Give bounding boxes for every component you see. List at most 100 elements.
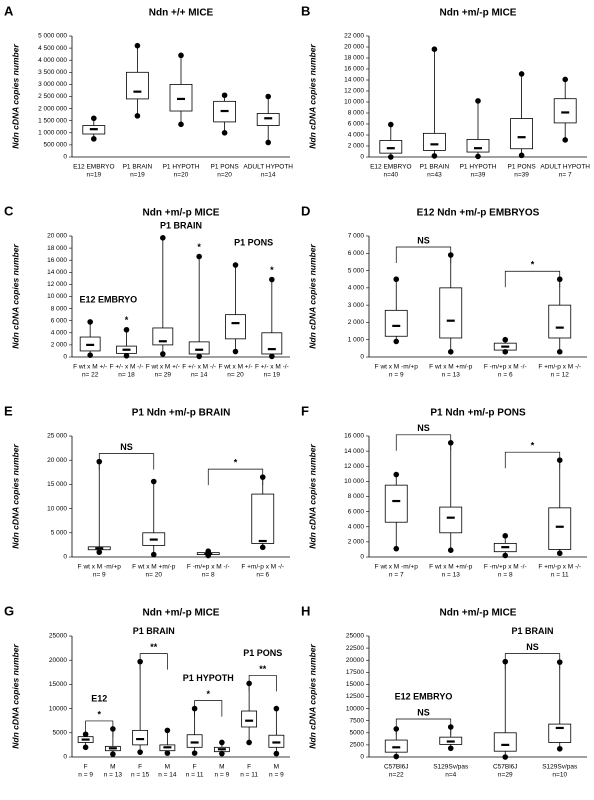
n-label: n=22 [389,772,404,779]
significance-label: * [197,242,201,252]
y-tick-label: 22500 [346,645,364,652]
y-tick-label: 18 000 [47,245,67,252]
n-label: n= 14 [191,372,208,379]
n-label: n=40 [383,172,398,179]
y-axis-label: Ndn cDNA copies number [307,244,317,349]
box [466,138,490,153]
x-tick-label: F wt x M +m/-p [429,564,473,571]
min-point [431,153,438,159]
panel: D E12 Ndn +m/-p EMBRYOS Ndn cDNA copies nu… [301,203,587,379]
min-point [388,154,394,160]
n-label: n = 9 [269,772,284,779]
chart-title: E12 Ndn +m/-p EMBRYOS [417,208,540,219]
n-label: n=20 [217,172,232,179]
y-tick-label: 10000 [49,705,67,712]
box [126,71,149,100]
x-tick-label: P1 BRAIN [123,164,153,171]
box [384,309,408,337]
panel-letter: G [4,603,14,618]
panel: G Ndn +m/-p MICE Ndn cDNA copies number 0 50… [4,603,290,779]
y-tick-label: 22 000 [344,33,364,40]
x-tick-label: M [219,764,224,771]
n-label: n= 19 [264,372,281,379]
min-point [110,751,116,757]
n-label: n = 7 [389,572,404,579]
y-tick-label: 6 000 [348,508,365,515]
y-tick-label: 7500 [350,717,365,724]
min-point [150,551,157,558]
x-tick-label: C57Bl6J [493,764,518,771]
y-tick-label: 5000 [53,730,68,737]
x-tick-label: F +m/-p x M -/- [241,564,284,571]
x-tick-label: F wt x M -m/+p [375,564,419,571]
y-tick-label: 4 500 000 [38,45,67,52]
n-label: n=39 [471,172,486,179]
x-tick-label: F wt x M +/- [218,364,252,371]
min-point [221,130,228,136]
box [439,287,463,339]
group-label: P1 BRAIN [133,626,175,636]
x-tick-label: F [84,764,88,771]
chart-title: Ndn +/+ MICE [149,8,214,19]
x-tick-label: P1 BRAIN [420,164,450,171]
min-point [265,139,272,146]
box [152,327,174,346]
x-tick-label: P1 HYPOTH [163,164,200,171]
max-point [431,46,438,52]
n-label: n=43 [427,172,442,179]
significance-label: NS [417,707,430,717]
significance-label: NS [417,235,430,245]
min-point [246,739,252,746]
y-tick-label: 8 000 [348,110,365,117]
box [379,140,403,154]
min-point [219,750,225,757]
y-tick-label: 12 000 [344,88,364,95]
max-point [160,235,166,241]
box [422,132,446,151]
x-tick-label: F wt x M -m/+p [78,564,122,571]
n-label: n = 12 [551,372,570,379]
panel-letter: H [301,603,310,618]
x-tick-label: F -m/+p x M -/- [187,564,230,571]
chart-title: Ndn +m/-p MICE [440,608,517,619]
y-axis-label: Ndn cDNA copies number [10,644,20,749]
box [548,507,572,550]
min-point [269,353,275,360]
y-tick-label: 0 [360,154,364,161]
max-point [393,276,400,283]
significance-label: * [270,265,274,275]
y-tick-label: 15000 [49,681,67,688]
bracket [395,246,452,264]
x-tick-label: F +/- x M -/- [110,364,144,371]
y-tick-label: 2500 [350,742,365,749]
x-tick-label: F wt x M +/- [146,364,180,371]
min-point [556,550,563,557]
bracket [504,451,561,469]
y-tick-label: 8 000 [51,305,68,312]
box [132,729,149,746]
n-label: n=10 [552,772,567,779]
max-point [164,727,171,734]
n-label: n = 9 [78,772,93,779]
y-tick-label: 10 000 [344,99,364,106]
y-tick-label: 5 000 [348,267,365,274]
n-label: n= 8 [202,572,215,579]
chart-title: P1 Ndn +m/-p PONS [430,408,526,419]
significance-label: * [234,458,238,468]
y-axis-label: Ndn cDNA copies number [307,44,317,149]
y-tick-label: 4 000 [51,330,68,337]
y-tick-label: 20000 [346,657,364,664]
min-point [393,545,400,552]
bracket [395,434,452,451]
box [261,332,283,355]
y-axis-label: Ndn cDNA copies number [307,444,317,549]
min-point [393,338,400,345]
y-tick-label: 10 000 [344,478,364,485]
y-tick-label: 16 000 [47,257,67,264]
box [241,710,258,728]
min-point [502,552,509,559]
y-tick-label: 3 000 [348,302,365,309]
y-tick-label: 3 500 000 [38,69,67,76]
x-tick-label: ADULT HYPOTH [243,164,293,171]
x-tick-label: C57Bl6J [384,764,409,771]
